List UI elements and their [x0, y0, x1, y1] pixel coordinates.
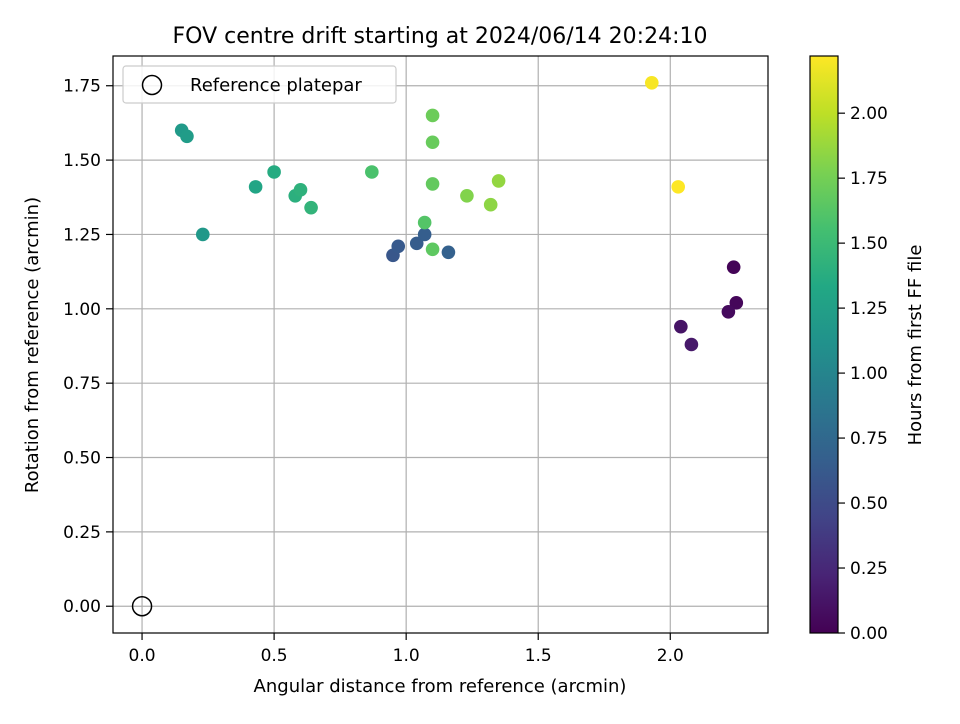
data-point: [365, 165, 379, 179]
x-axis-label: Angular distance from reference (arcmin): [254, 676, 627, 697]
colorbar: 0.00 0.25 0.50 0.75 1.00 1.25 1.50 1.75 2.00 Hou…: [809, 55, 926, 644]
y-tick-label: 0.25: [63, 523, 101, 543]
data-point: [674, 319, 688, 334]
data-point: [671, 180, 686, 194]
grid: [113, 56, 768, 633]
data-point: [391, 239, 406, 254]
data-point: [425, 242, 440, 257]
colorbar-tick-label: 2.00: [850, 104, 888, 124]
colorbar-tick-label: 1.50: [850, 234, 888, 254]
colorbar-tick-label: 0.00: [850, 624, 888, 644]
y-axis-label: Rotation from reference (arcmin): [22, 197, 43, 493]
colorbar-tick-label: 0.50: [850, 494, 888, 514]
data-point: [726, 260, 741, 274]
data-point: [721, 304, 736, 319]
data-points: [174, 75, 744, 352]
data-point: [304, 200, 318, 215]
colorbar-tick-label: 0.25: [850, 559, 888, 579]
data-point: [417, 227, 432, 242]
data-point: [417, 215, 432, 230]
colorbar-tick-label: 1.75: [850, 169, 888, 189]
y-tick-label: 0.50: [63, 449, 101, 469]
y-tick-label: 0.75: [63, 374, 101, 394]
reference-layer: [131, 595, 153, 617]
data-point: [267, 165, 281, 179]
colorbar-label: Hours from first FF file: [905, 245, 926, 446]
legend-label: Reference platepar: [190, 75, 362, 96]
data-point: [425, 108, 440, 123]
data-point: [425, 177, 440, 191]
colorbar-tick-label: 0.75: [850, 429, 888, 449]
data-point: [195, 227, 210, 242]
data-point: [409, 236, 424, 251]
x-axis-ticks: 0.0 0.5 1.0 1.5 2.0: [129, 633, 684, 666]
y-tick-label: 0.00: [63, 597, 101, 617]
x-tick-label: 0.0: [129, 646, 156, 666]
legend-marker-icon: [141, 74, 163, 96]
y-tick-label: 1.75: [63, 77, 101, 97]
data-point: [729, 296, 744, 310]
data-point: [684, 337, 699, 352]
data-point: [425, 135, 440, 150]
data-point: [180, 129, 194, 144]
data-point: [483, 197, 498, 212]
colorbar-tick-label: 1.25: [850, 299, 888, 319]
colorbar-ticks: 0.00 0.25 0.50 0.75 1.00 1.25 1.50 1.75 2.00: [838, 104, 888, 644]
x-tick-label: 1.5: [525, 646, 552, 666]
data-point: [491, 174, 506, 188]
x-tick-label: 2.0: [657, 646, 684, 666]
legend-box: [122, 65, 397, 104]
y-axis-ticks: 0.00 0.25 0.50 0.75 1.00 1.25 1.50 1.75: [63, 77, 113, 617]
plot-frame: [112, 55, 769, 634]
y-tick-label: 1.25: [63, 225, 101, 245]
data-point: [460, 188, 474, 203]
x-tick-label: 1.0: [393, 646, 420, 666]
y-tick-label: 1.00: [63, 300, 101, 320]
colorbar-gradient: [809, 55, 839, 634]
data-point: [293, 183, 308, 197]
y-tick-label: 1.50: [63, 151, 101, 171]
reference-platepar-marker: [131, 595, 153, 617]
x-tick-label: 0.5: [261, 646, 288, 666]
chart-title: FOV centre drift starting at 2024/06/14 …: [173, 24, 708, 49]
data-point: [248, 180, 263, 194]
data-point: [441, 245, 456, 260]
colorbar-tick-label: 1.00: [850, 364, 888, 384]
data-point: [644, 75, 659, 90]
legend: Reference platepar: [122, 65, 397, 104]
